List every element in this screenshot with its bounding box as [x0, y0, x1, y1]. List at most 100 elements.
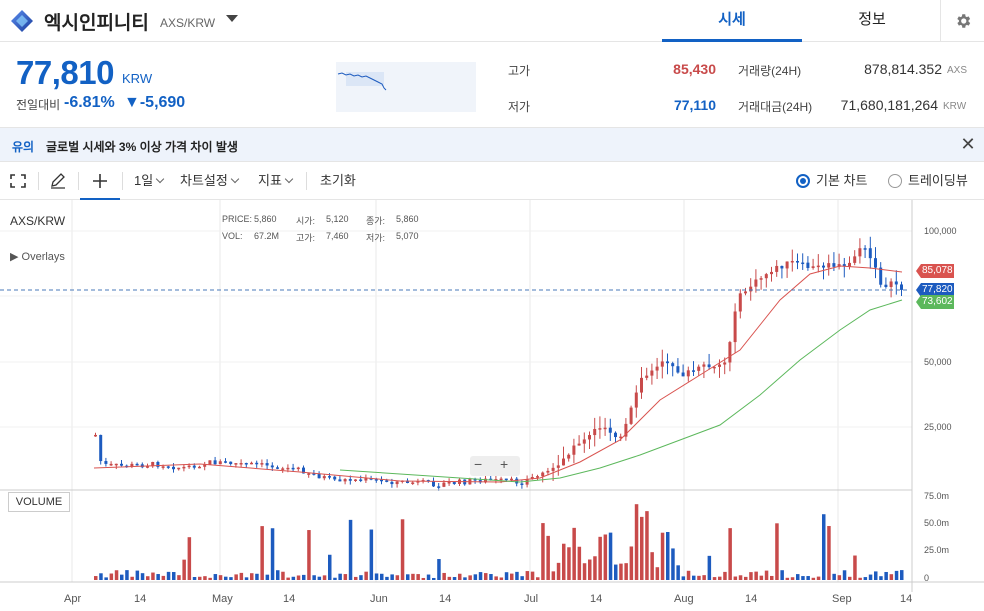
- candle-body: [229, 461, 233, 465]
- volume-bar: [614, 564, 618, 580]
- x-tick-label: 14: [134, 593, 147, 605]
- candle-body: [452, 482, 456, 484]
- interval-select[interactable]: 1일: [134, 162, 165, 200]
- basic-chart-label[interactable]: 기본 차트: [816, 173, 868, 188]
- volume-bar: [582, 563, 587, 580]
- volume-bar: [624, 563, 628, 580]
- high-label: 고가: [508, 64, 531, 78]
- crosshair-button[interactable]: [80, 162, 120, 200]
- price-chart-area[interactable]: AXS/KRW ▶ Overlays PRICE: 5,860 시가: 5,12…: [0, 200, 984, 611]
- x-tick-label: Jun: [370, 593, 388, 605]
- candle-body: [213, 460, 217, 465]
- notice-banner: 유의 글로벌 시세와 3% 이상 가격 차이 발생 ✕: [0, 128, 984, 162]
- candle-body: [577, 443, 581, 446]
- draw-pencil-icon[interactable]: [50, 173, 66, 189]
- candle-body: [151, 461, 155, 467]
- notice-text: 글로벌 시세와 3% 이상 가격 차이 발생: [46, 140, 238, 154]
- x-tick-label: 14: [590, 593, 603, 605]
- chart-settings-select[interactable]: 차트설정: [180, 162, 240, 200]
- fullscreen-icon[interactable]: [10, 174, 26, 188]
- volume-bar: [666, 532, 670, 580]
- x-tick-label: Aug: [674, 593, 694, 605]
- volume-bar: [229, 577, 233, 580]
- indicators-select[interactable]: 지표: [258, 162, 294, 200]
- volume-bar: [411, 573, 415, 580]
- volume-bar: [660, 532, 665, 580]
- candle-body: [697, 366, 701, 371]
- candle-body: [161, 466, 165, 468]
- settings-gear-icon[interactable]: [940, 0, 984, 42]
- candle-body: [99, 434, 103, 462]
- overlays-toggle[interactable]: ▶ Overlays: [10, 251, 65, 263]
- candle-body: [775, 265, 779, 272]
- candle-body: [629, 407, 633, 424]
- tradingview-label[interactable]: 트레이딩뷰: [908, 173, 968, 188]
- volume-bar: [536, 577, 540, 580]
- tab-quote[interactable]: 시세: [662, 0, 802, 42]
- ohlc-open-label: 시가:: [296, 216, 316, 226]
- volume-bar: [395, 575, 400, 580]
- candle-body: [536, 476, 539, 478]
- volume-bar: [359, 575, 363, 580]
- volume-bar: [224, 576, 228, 580]
- x-tick-label: 14: [900, 593, 913, 605]
- volume-bar: [270, 528, 275, 580]
- candle-body: [286, 467, 290, 470]
- candle-body: [192, 465, 196, 468]
- candle-body: [655, 366, 659, 371]
- volume-bar: [790, 577, 795, 580]
- header: 엑시인피니티 AXS/KRW 시세 정보: [0, 0, 984, 42]
- zoom-out-button[interactable]: −: [474, 456, 483, 472]
- volume-bar: [452, 577, 457, 580]
- candle-body: [582, 439, 586, 444]
- basic-chart-radio[interactable]: [796, 174, 810, 188]
- volume-bar: [723, 571, 727, 580]
- volume-bar: [686, 570, 691, 580]
- volume-bar: [900, 570, 904, 580]
- volume-bar: [478, 572, 483, 580]
- close-icon[interactable]: ✕: [960, 134, 976, 154]
- candle-body: [686, 370, 690, 377]
- candle-body: [182, 466, 186, 469]
- candle-body: [640, 377, 643, 393]
- volume-bar: [816, 576, 821, 580]
- volume-bar: [759, 575, 764, 580]
- volume-bar: [868, 574, 873, 580]
- volume-bar: [307, 530, 311, 580]
- candle-body: [291, 467, 295, 470]
- candle-body: [494, 479, 498, 481]
- candle-body: [546, 470, 550, 473]
- volume-bar: [218, 575, 223, 580]
- volume-bar: [738, 575, 743, 580]
- tradingview-radio[interactable]: [888, 174, 902, 188]
- reset-button[interactable]: 초기화: [320, 173, 356, 188]
- candle-body: [343, 479, 347, 482]
- tab-info[interactable]: 정보: [858, 11, 886, 28]
- candle-body: [806, 262, 810, 268]
- low-label: 저가: [508, 100, 531, 114]
- x-tick-label: 14: [439, 593, 452, 605]
- volume-bar: [94, 576, 98, 580]
- candle-body: [816, 265, 820, 268]
- volume-bar: [244, 577, 249, 580]
- candlestick-chart[interactable]: [0, 200, 984, 611]
- volume-bar: [109, 573, 114, 580]
- candle-body: [354, 479, 357, 481]
- volume-bar: [296, 575, 301, 580]
- x-tick-label: 14: [283, 593, 296, 605]
- candle-body: [572, 445, 576, 455]
- coin-select-chevron-down-icon[interactable]: [226, 15, 238, 22]
- candle-body: [614, 432, 617, 438]
- volume-bar: [593, 556, 597, 580]
- candle-body: [416, 481, 420, 483]
- candle-body: [660, 361, 664, 367]
- candle-body: [619, 436, 623, 439]
- candle-body: [645, 375, 649, 378]
- zoom-in-button[interactable]: +: [500, 456, 509, 472]
- volume-bar: [406, 574, 410, 580]
- candle-body: [411, 482, 415, 484]
- candle-body: [406, 480, 409, 483]
- candle-body: [348, 479, 352, 481]
- vol-tick-label: 50.0m: [924, 518, 950, 528]
- candle-body: [359, 479, 363, 481]
